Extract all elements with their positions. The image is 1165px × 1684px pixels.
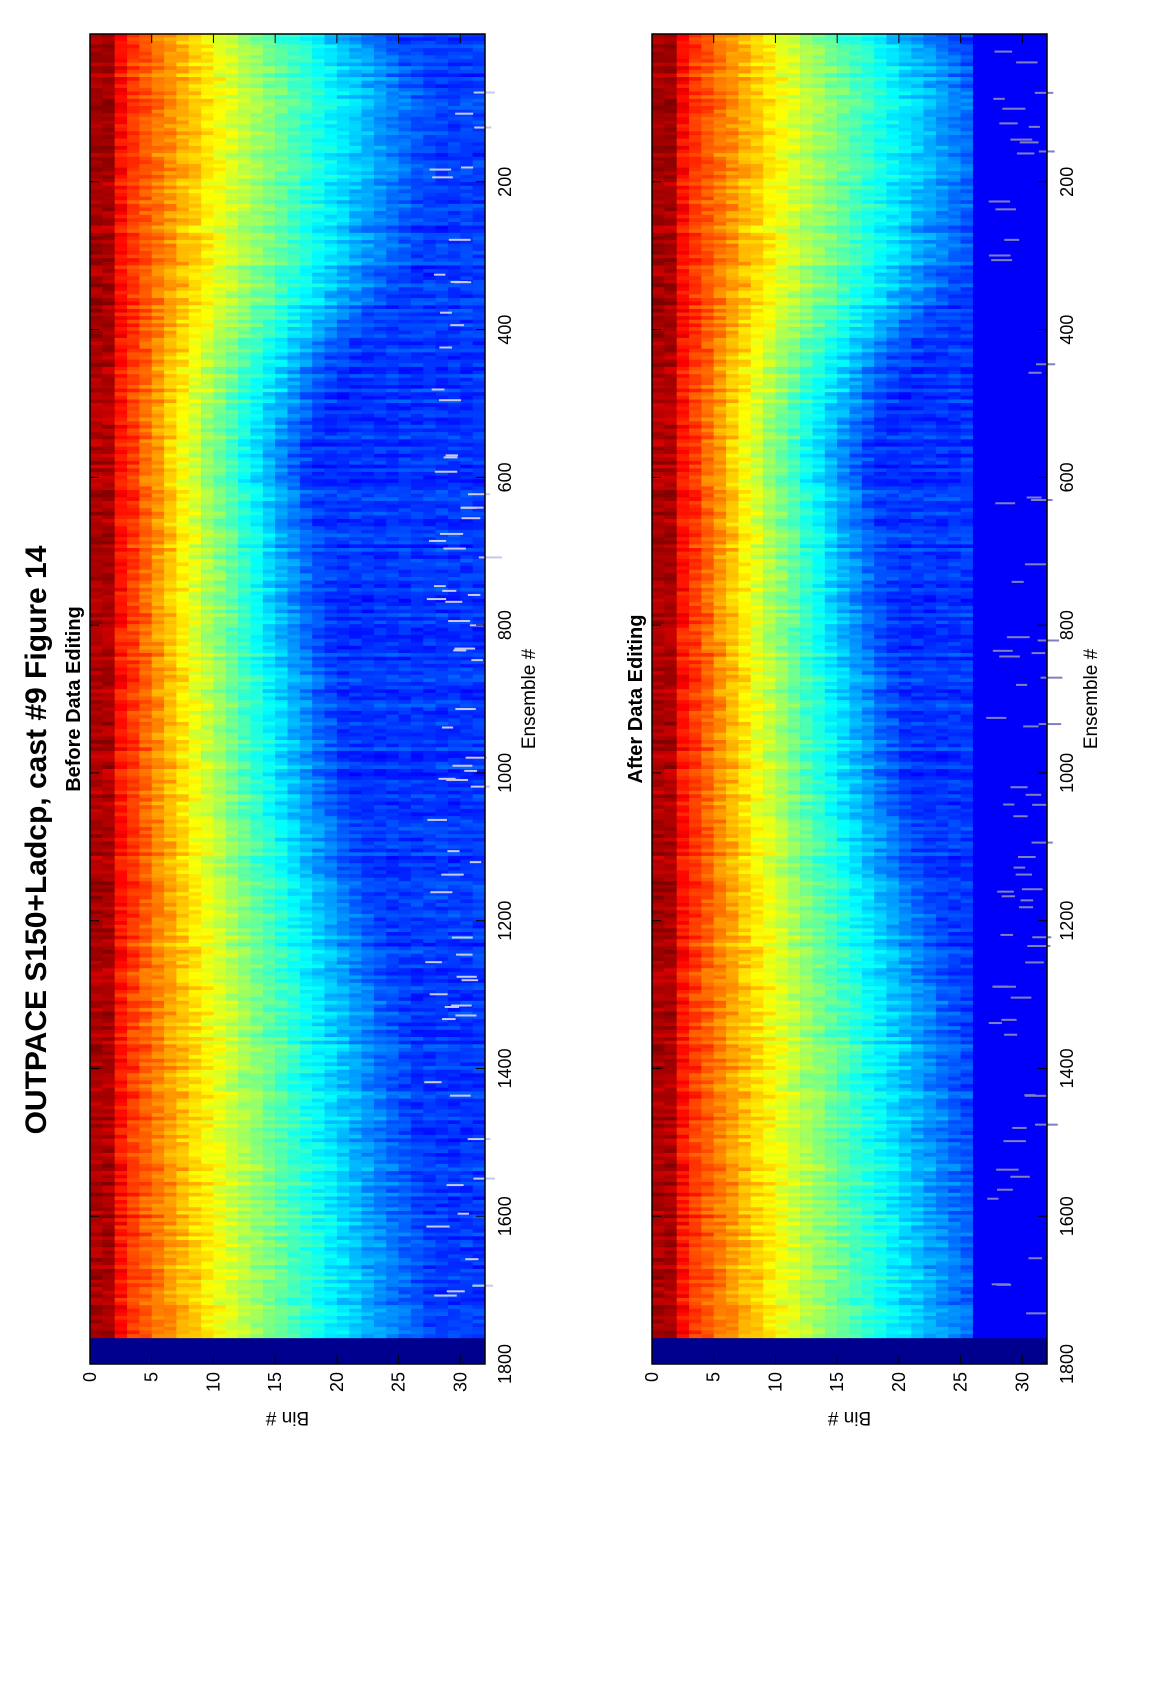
x-tick-label: 600 bbox=[1057, 462, 1077, 492]
x-axis-label: Ensemble # bbox=[519, 648, 540, 749]
x-tick-label: 800 bbox=[495, 610, 515, 640]
heatmap-cells bbox=[652, 33, 1063, 1339]
heatmap-cells bbox=[90, 33, 502, 1339]
x-tick-label: 400 bbox=[1057, 315, 1077, 345]
x-tick-label: 1600 bbox=[1057, 1196, 1077, 1236]
x-axis-label: Ensemble # bbox=[1081, 648, 1102, 749]
x-tick-label: 200 bbox=[1057, 167, 1077, 197]
y-tick-label: 20 bbox=[327, 1372, 347, 1392]
x-tick-label: 1800 bbox=[1057, 1344, 1077, 1384]
y-tick-label: 5 bbox=[704, 1372, 724, 1382]
x-tick-label: 600 bbox=[495, 462, 515, 492]
axes-frame bbox=[89, 33, 486, 1365]
y-tick-label: 20 bbox=[889, 1372, 909, 1392]
x-tick-label: 400 bbox=[495, 315, 515, 345]
y-axis-label: Bin # bbox=[827, 1407, 871, 1428]
y-tick-label: 10 bbox=[203, 1372, 223, 1392]
y-tick-label: 25 bbox=[389, 1372, 409, 1392]
y-tick-label: 0 bbox=[642, 1372, 662, 1382]
y-tick-label: 15 bbox=[265, 1372, 285, 1392]
y-tick-label: 30 bbox=[1012, 1372, 1032, 1392]
x-tick-label: 1400 bbox=[495, 1048, 515, 1088]
y-tick-label: 30 bbox=[450, 1372, 470, 1392]
y-tick-label: 25 bbox=[951, 1372, 971, 1392]
y-axis-label: Bin # bbox=[265, 1407, 309, 1428]
panel-title: Before Data Editing bbox=[63, 606, 85, 792]
before-editing-panel: Before Data Editing200400600800100012001… bbox=[63, 33, 540, 1428]
figure-title: OUTPACE S150+Ladcp, cast #9 Figure 14 bbox=[20, 545, 53, 1134]
axes-frame bbox=[651, 33, 1048, 1365]
y-tick-label: 0 bbox=[80, 1372, 100, 1382]
y-tick-label: 15 bbox=[827, 1372, 847, 1392]
panel-title: After Data Editing bbox=[625, 615, 647, 784]
x-tick-label: 1000 bbox=[495, 753, 515, 793]
x-tick-label: 1200 bbox=[1057, 901, 1077, 941]
x-tick-label: 1400 bbox=[1057, 1048, 1077, 1088]
x-tick-label: 1600 bbox=[495, 1196, 515, 1236]
x-tick-label: 200 bbox=[495, 167, 515, 197]
y-tick-label: 10 bbox=[765, 1372, 785, 1392]
after-editing-panel: After Data Editing2004006008001000120014… bbox=[625, 33, 1102, 1428]
y-tick-label: 5 bbox=[142, 1372, 162, 1382]
x-tick-label: 1800 bbox=[495, 1344, 515, 1384]
x-tick-label: 800 bbox=[1057, 610, 1077, 640]
x-tick-label: 1000 bbox=[1057, 753, 1077, 793]
x-tick-label: 1200 bbox=[495, 901, 515, 941]
